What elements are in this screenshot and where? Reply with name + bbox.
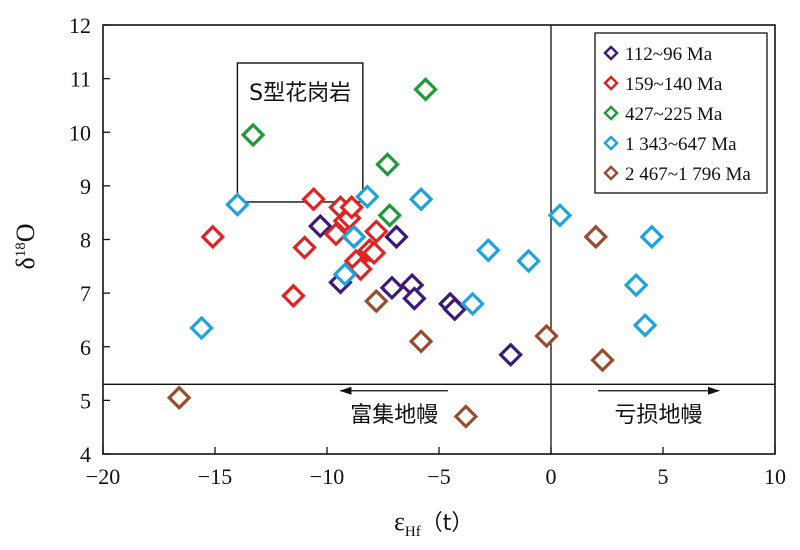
y-tick-label: 5 [80, 388, 91, 413]
y-axis-title: δ18O [11, 223, 40, 269]
y-axis-superscript: 18 [13, 242, 29, 257]
x-tick-label: 10 [764, 464, 786, 489]
data-point [453, 404, 479, 429]
y-tick-label: 10 [69, 120, 91, 145]
legend-marker [603, 75, 619, 91]
legend-marker [603, 105, 619, 121]
x-axis-title: εHf（t） [394, 507, 473, 540]
s-granite-label: S型花岗岩 [249, 81, 351, 106]
data-point [332, 262, 358, 287]
x-axis-suffix: （t） [421, 511, 474, 536]
mantle-annotations: 富集地幔 亏损地幔 [339, 386, 720, 428]
data-point [639, 224, 665, 250]
x-tick-label: −15 [198, 464, 232, 489]
data-point [240, 122, 266, 148]
data-point [200, 224, 226, 250]
y-tick-label: 9 [80, 174, 91, 199]
y-tick-label: 8 [80, 228, 91, 253]
data-point [375, 152, 400, 177]
data-point [281, 283, 306, 309]
x-tick-label: −5 [427, 464, 450, 489]
y-tick-label: 7 [80, 281, 91, 306]
annotation-label: 亏损地幔 [615, 403, 703, 428]
data-points [166, 77, 665, 429]
data-point [460, 291, 485, 317]
data-point [301, 187, 326, 212]
data-point [632, 313, 658, 338]
annotation-label: 富集地幔 [350, 403, 438, 428]
data-point [166, 385, 192, 410]
data-point [355, 184, 380, 209]
y-axis-suffix: O [11, 223, 40, 242]
legend-marker [603, 165, 619, 181]
data-point [590, 347, 615, 373]
data-point [413, 77, 438, 102]
data-point [583, 224, 609, 250]
x-tick-label: 5 [658, 464, 669, 489]
data-point [476, 237, 501, 263]
data-point [341, 224, 367, 250]
legend-box [594, 32, 768, 194]
legend-label: 2 467~1 796 Ma [625, 164, 751, 185]
data-point [408, 329, 434, 354]
data-point [292, 235, 317, 260]
x-axis-subscript: Hf [405, 524, 421, 540]
data-point [225, 192, 250, 217]
axes: −20 −15 −10 −5 0 5 10 4 5 6 7 8 9 10 11 12 [69, 13, 786, 489]
series-group [240, 77, 438, 228]
legend-label: 159~140 Ma [625, 74, 723, 95]
s-granite-field: S型花岗岩 [236, 62, 364, 203]
legend-label: 427~225 Ma [625, 104, 723, 125]
legend: 112~96 Ma 159~140 Ma 427~225 Ma 1 343~647 M… [594, 32, 768, 194]
data-point [498, 342, 523, 368]
x-axis-symbol: ε [394, 507, 405, 536]
y-tick-label: 4 [80, 442, 91, 467]
data-point [339, 195, 364, 220]
y-tick-label: 6 [80, 335, 91, 360]
x-tick-label: 0 [546, 464, 557, 489]
data-point [379, 275, 405, 301]
legend-label: 112~96 Ma [625, 44, 713, 65]
series-group [200, 187, 389, 309]
series-group [189, 184, 665, 341]
legend-marker [603, 45, 619, 61]
data-point [442, 296, 467, 322]
series-group [166, 224, 615, 429]
y-tick-label: 11 [70, 67, 91, 92]
data-point [384, 224, 409, 250]
reference-lines [103, 25, 775, 454]
data-point [189, 315, 214, 341]
data-point [547, 203, 573, 228]
data-point [308, 213, 333, 239]
data-point [408, 187, 434, 212]
data-point [377, 203, 402, 228]
data-point [402, 286, 427, 311]
x-tick-label: −20 [86, 464, 120, 489]
legend-marker [603, 135, 619, 151]
data-point [364, 219, 389, 244]
data-point [364, 288, 389, 314]
data-point [534, 323, 559, 349]
data-point [361, 240, 387, 266]
y-tick-label: 12 [69, 13, 91, 38]
data-point [623, 272, 649, 298]
s-granite-box [236, 62, 364, 203]
legend-label: 1 343~647 Ma [625, 134, 737, 155]
data-point [323, 221, 349, 247]
data-point [516, 248, 541, 274]
y-axis-symbol: δ [11, 257, 40, 269]
x-tick-label: −10 [310, 464, 344, 489]
